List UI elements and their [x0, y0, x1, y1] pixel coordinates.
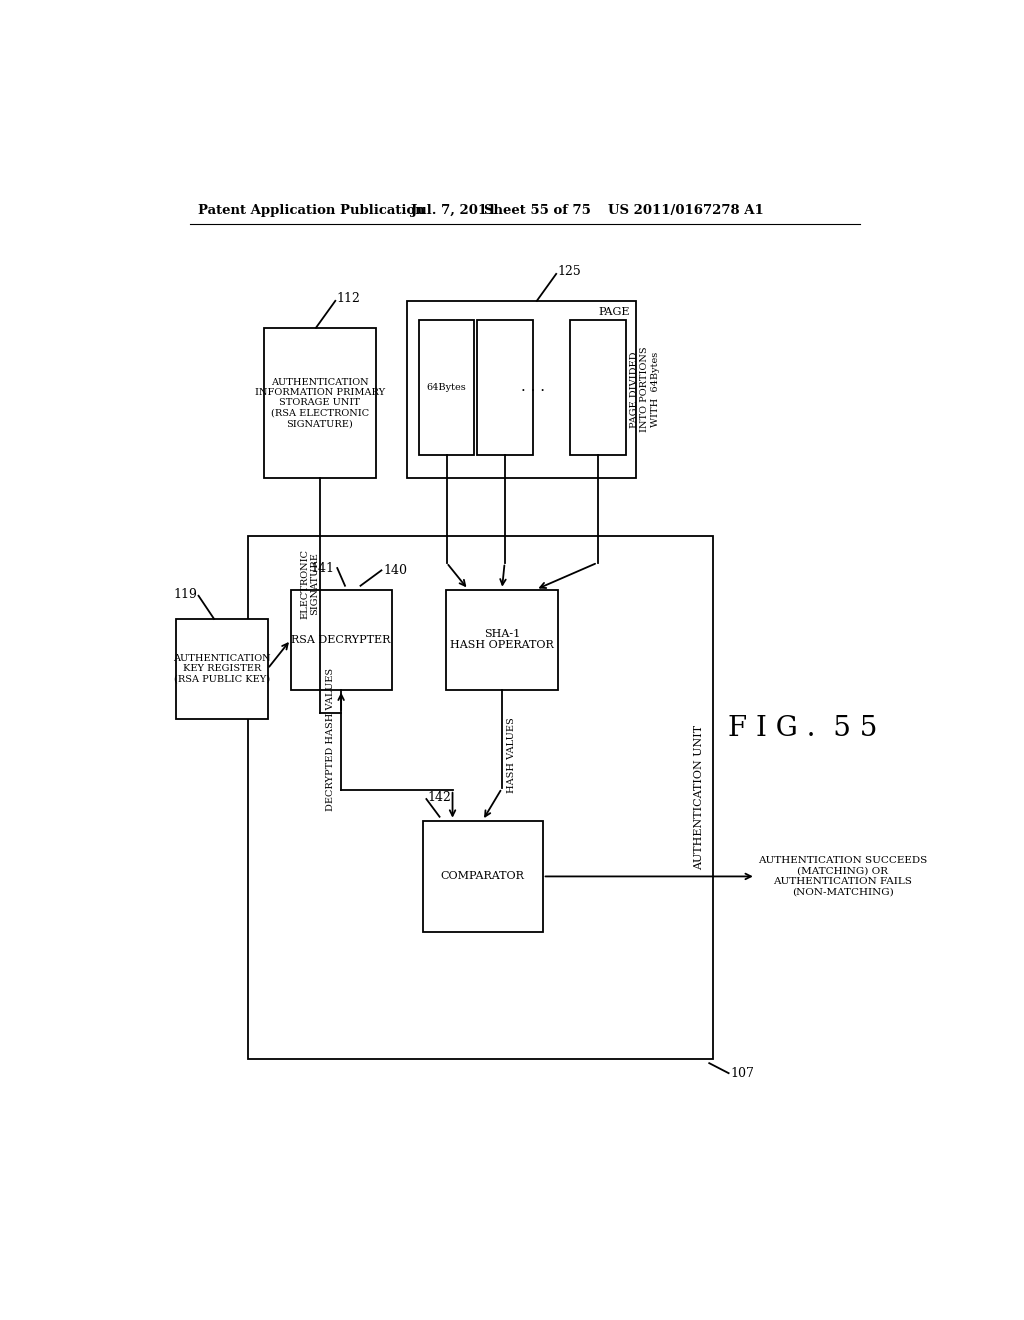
Text: 119: 119	[173, 587, 197, 601]
Text: AUTHENTICATION
INFORMATION PRIMARY
STORAGE UNIT
(RSA ELECTRONIC
SIGNATURE): AUTHENTICATION INFORMATION PRIMARY STORA…	[255, 378, 385, 428]
Bar	[419, 321, 474, 455]
Text: PAGE: PAGE	[598, 306, 630, 317]
Bar	[445, 590, 558, 689]
Text: COMPARATOR: COMPARATOR	[440, 871, 524, 882]
Text: AUTHENTICATION
KEY REGISTER
(RSA PUBLIC KEY): AUTHENTICATION KEY REGISTER (RSA PUBLIC …	[173, 653, 270, 684]
Text: 142: 142	[428, 791, 452, 804]
Text: 112: 112	[337, 292, 360, 305]
Text: HASH VALUES: HASH VALUES	[507, 717, 516, 793]
Bar	[423, 821, 543, 932]
Bar	[176, 619, 267, 719]
Bar	[407, 301, 636, 478]
Text: 140: 140	[383, 564, 407, 577]
Text: . . .: . . .	[520, 380, 545, 395]
Text: AUTHENTICATION UNIT: AUTHENTICATION UNIT	[694, 725, 705, 870]
Text: PAGE DIVIDED
INTO PORTIONS
WITH  64Bytes: PAGE DIVIDED INTO PORTIONS WITH 64Bytes	[630, 347, 659, 432]
Bar	[569, 321, 626, 455]
Text: US 2011/0167278 A1: US 2011/0167278 A1	[608, 205, 764, 218]
Text: 64Bytes: 64Bytes	[427, 383, 466, 392]
Text: Patent Application Publication: Patent Application Publication	[198, 205, 425, 218]
Text: DECRYPTED HASH VALUES: DECRYPTED HASH VALUES	[326, 668, 335, 812]
Text: F I G .  5 5: F I G . 5 5	[728, 714, 877, 742]
Text: SHA-1
HASH OPERATOR: SHA-1 HASH OPERATOR	[451, 628, 554, 651]
Text: 107: 107	[730, 1067, 754, 1080]
Text: AUTHENTICATION SUCCEEDS
(MATCHING) OR
AUTHENTICATION FAILS
(NON-MATCHING): AUTHENTICATION SUCCEEDS (MATCHING) OR AU…	[758, 857, 928, 896]
Bar	[263, 327, 376, 478]
Text: 125: 125	[558, 265, 582, 279]
Text: Sheet 55 of 75: Sheet 55 of 75	[484, 205, 592, 218]
Bar	[477, 321, 532, 455]
Text: ELECTRONIC
SIGNATURE: ELECTRONIC SIGNATURE	[300, 549, 319, 619]
Text: RSA DECRYPTER: RSA DECRYPTER	[292, 635, 391, 644]
Bar	[248, 536, 713, 1059]
Text: 141: 141	[311, 561, 335, 574]
Bar	[291, 590, 391, 689]
Text: Jul. 7, 2011: Jul. 7, 2011	[411, 205, 497, 218]
